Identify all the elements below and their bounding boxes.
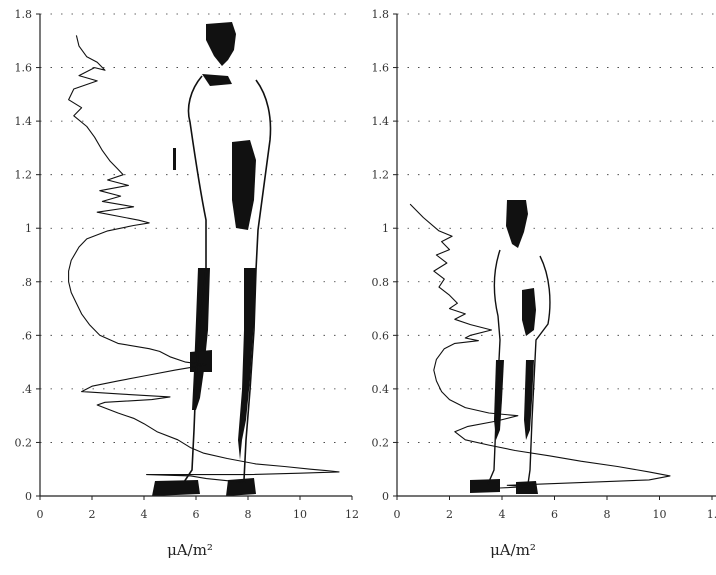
series-line — [409, 203, 671, 489]
y-tick-label: 1.8 — [372, 8, 390, 21]
x-axis-label: μA/m² — [167, 541, 213, 559]
y-tick-label: 1.4 — [372, 115, 390, 128]
y-tick-label: 0.6 — [372, 329, 390, 342]
silhouette-torso-band — [522, 288, 536, 336]
silhouette-leg-right — [524, 360, 534, 440]
x-tick-label: 6 — [193, 508, 200, 521]
silhouette-head — [206, 22, 236, 66]
x-tick-label: 4 — [141, 508, 148, 521]
y-tick-label: .6 — [22, 329, 33, 342]
silhouette-outline — [183, 75, 272, 483]
y-tick-label: 0.4 — [372, 383, 390, 396]
x-tick-label: 1. — [707, 508, 716, 521]
silhouette-feet-left — [470, 479, 500, 493]
x-tick-label: 6 — [551, 508, 558, 521]
y-tick-label: 1.8 — [15, 8, 33, 21]
x-axis-label: μA/m² — [490, 541, 536, 559]
y-tick-label: 1.2 — [15, 169, 33, 182]
silhouette-feet-left — [152, 480, 200, 496]
x-tick-label: 0 — [394, 508, 401, 521]
y-tick-label: 0 — [25, 490, 32, 503]
y-tick-label: 0.2 — [15, 436, 33, 449]
y-tick-label: 1.4 — [15, 115, 33, 128]
silhouette-leg-right — [238, 268, 256, 460]
grid-lines — [397, 13, 716, 443]
y-tick-label: 1.6 — [372, 62, 390, 75]
x-tick-label: 2 — [89, 508, 96, 521]
silhouette-outline — [487, 249, 551, 485]
silhouette-arm-left — [173, 148, 176, 170]
axes: 0 0.2 0.4 0.6 0.8 1 1.2 1.4 1.6 1.8 0 2 4 6 8 10 1. — [372, 8, 716, 521]
human-silhouette-figures — [152, 22, 272, 496]
y-tick-label: 0.2 — [372, 436, 390, 449]
chart-panel-left: 0 0.2 .4 .6 .8 1 1.2 1.4 1.6 1.8 0 2 4 6 8 10 12 μA/m² — [15, 8, 360, 559]
series-lines — [409, 203, 671, 489]
x-tick-label: 10 — [653, 508, 667, 521]
x-tick-label: 12 — [345, 508, 359, 521]
x-tick-label: 8 — [245, 508, 252, 521]
silhouette-feet-right — [226, 478, 256, 496]
y-tick-label: 1 — [382, 222, 389, 235]
x-tick-label: 10 — [293, 508, 307, 521]
y-tick-label: .4 — [22, 383, 33, 396]
y-tick-label: .8 — [22, 276, 33, 289]
silhouette-leg-left — [192, 268, 210, 410]
y-tick-label: 1.2 — [372, 169, 390, 182]
x-tick-label: 4 — [499, 508, 506, 521]
axes: 0 0.2 .4 .6 .8 1 1.2 1.4 1.6 1.8 0 2 4 6 8 10 12 — [15, 8, 360, 521]
y-tick-label: 1.6 — [15, 62, 33, 75]
silhouette-hip-band — [190, 350, 212, 372]
silhouette-torso-band — [232, 140, 256, 230]
x-tick-label: 8 — [604, 508, 611, 521]
x-tick-label: 2 — [446, 508, 453, 521]
x-tick-label: 0 — [37, 508, 44, 521]
y-tick-label: 1 — [25, 222, 32, 235]
series-lines — [68, 35, 340, 484]
chart-panel-right: 0 0.2 0.4 0.6 0.8 1 1.2 1.4 1.6 1.8 0 2 4 6 8 10 1. μA/m… — [372, 8, 716, 559]
silhouette-shoulder — [202, 74, 232, 86]
y-tick-label: 0.8 — [372, 276, 390, 289]
series-line — [68, 35, 340, 484]
silhouette-head — [506, 200, 528, 248]
human-silhouette-figures — [470, 200, 551, 494]
y-tick-label: 0 — [382, 490, 389, 503]
